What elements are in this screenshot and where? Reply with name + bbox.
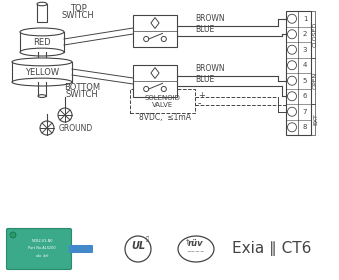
Text: SWITCH: SWITCH [62, 11, 94, 20]
Text: BROWN: BROWN [195, 64, 225, 73]
Text: 2: 2 [303, 31, 307, 37]
Text: 7: 7 [303, 109, 307, 115]
Ellipse shape [12, 78, 72, 86]
Circle shape [161, 36, 166, 41]
Polygon shape [151, 67, 159, 78]
Text: 3: 3 [303, 47, 307, 53]
Circle shape [287, 30, 297, 39]
Circle shape [287, 92, 297, 101]
Text: ~~~~: ~~~~ [187, 249, 205, 255]
Text: GROUND: GROUND [59, 123, 93, 132]
Text: +: + [198, 90, 205, 99]
Text: Ⓡ: Ⓡ [145, 236, 148, 242]
Circle shape [161, 87, 166, 92]
Circle shape [287, 14, 297, 23]
Text: Exia ∥ CT6: Exia ∥ CT6 [232, 241, 312, 256]
Polygon shape [151, 18, 159, 29]
Text: 8VDC,  ≤1mA: 8VDC, ≤1mA [139, 113, 191, 122]
Circle shape [287, 107, 297, 116]
Circle shape [58, 108, 72, 122]
Text: 8: 8 [303, 124, 307, 130]
Text: abc  def: abc def [36, 254, 48, 258]
Circle shape [287, 76, 297, 85]
Circle shape [287, 45, 297, 54]
Text: †: † [186, 238, 190, 244]
Ellipse shape [20, 28, 64, 36]
Text: rüv: rüv [188, 239, 204, 249]
Circle shape [144, 87, 149, 92]
Bar [130, 89, 195, 113]
Text: 6: 6 [303, 93, 307, 99]
Circle shape [287, 61, 297, 70]
Text: OPEN: OPEN [313, 72, 318, 89]
Circle shape [125, 236, 151, 262]
Ellipse shape [37, 2, 47, 6]
Circle shape [10, 232, 16, 238]
Text: CLOSED: CLOSED [313, 22, 318, 47]
Text: YELLOW: YELLOW [25, 67, 59, 76]
Text: 4: 4 [303, 62, 307, 68]
Bar [133, 65, 177, 97]
Text: SOLENOID: SOLENOID [144, 95, 180, 101]
Bar [37, 4, 47, 22]
Circle shape [40, 121, 54, 135]
Text: BOTTOM: BOTTOM [64, 83, 100, 92]
Text: BROWN: BROWN [195, 14, 225, 23]
Text: EXT: EXT [313, 114, 318, 125]
Text: SWITCH: SWITCH [66, 90, 98, 99]
Text: BLUE: BLUE [195, 25, 214, 34]
Ellipse shape [12, 58, 72, 66]
Text: UL: UL [131, 241, 145, 251]
Bar [133, 15, 177, 47]
Ellipse shape [38, 95, 46, 97]
Text: 5: 5 [303, 78, 307, 84]
Text: RED: RED [33, 38, 51, 46]
FancyBboxPatch shape [69, 245, 93, 253]
Bar [20, 32, 64, 52]
Text: Part No.ALS200: Part No.ALS200 [28, 246, 56, 250]
Ellipse shape [20, 48, 64, 56]
FancyBboxPatch shape [6, 228, 72, 269]
Bar [12, 62, 72, 82]
Text: NCB2-V3-N0: NCB2-V3-N0 [31, 239, 53, 243]
Circle shape [144, 36, 149, 41]
Text: -: - [198, 98, 201, 108]
Text: VALVE: VALVE [152, 102, 173, 108]
Text: 1: 1 [303, 16, 307, 22]
Text: TOP: TOP [69, 4, 86, 13]
Ellipse shape [178, 236, 214, 262]
Circle shape [287, 123, 297, 132]
Text: BLUE: BLUE [195, 75, 214, 84]
Bar [286, 11, 311, 135]
